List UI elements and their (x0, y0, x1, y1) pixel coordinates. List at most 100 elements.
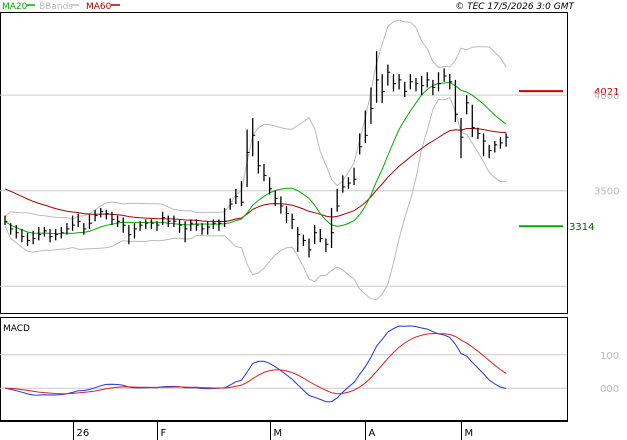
ohlc-bar (156, 221, 160, 231)
ohlc-bar (100, 207, 104, 218)
ma60-line-group (4, 128, 507, 222)
ohlc-bar (482, 133, 487, 157)
ohlc-bar (257, 141, 261, 174)
ohlc-bar (460, 118, 464, 159)
ohlc-bar (240, 181, 244, 206)
ohlc-bar (229, 198, 233, 210)
ohlc-bar (415, 77, 419, 92)
time-axis-label: F (161, 428, 167, 439)
ohlc-bar (190, 219, 194, 231)
ohlc-bar (398, 74, 402, 90)
ohlc-bar (499, 137, 503, 149)
ohlc-bar (139, 221, 143, 231)
ohlc-bar (392, 74, 396, 92)
ohlc-bar (285, 205, 289, 224)
ma20-line-group (4, 81, 507, 235)
ohlc-bar (55, 228, 59, 241)
ohlc-bar (235, 188, 239, 205)
ohlc-bar (122, 217, 126, 233)
ohlc-bar (291, 213, 295, 229)
time-axis-label: A (369, 428, 376, 439)
ohlc-bar (21, 228, 25, 243)
time-axis: 26 F M A M (73, 421, 473, 440)
ohlc-bar (184, 221, 188, 243)
ohlc-bar (347, 177, 351, 189)
ohlc-bar (4, 215, 8, 226)
bollinger-bands (4, 19, 507, 301)
ohlc-bar (280, 196, 284, 214)
macd-lines (4, 325, 507, 403)
ohlc-bars (4, 51, 509, 258)
ohlc-bar (133, 223, 137, 239)
macd-tick-label: 100 (600, 351, 619, 362)
ohlc-bar (195, 219, 199, 231)
ohlc-bar (325, 238, 329, 252)
ohlc-bar (364, 110, 368, 143)
ohlc-bar (381, 74, 385, 103)
ohlc-bar (505, 133, 509, 147)
ohlc-bar (60, 227, 64, 239)
copyright-text: © TEC 17/5/2026 3:0 GMT (455, 2, 575, 12)
ohlc-bar (268, 177, 273, 195)
ohlc-bar (150, 219, 154, 229)
ohlc-bar (111, 211, 115, 226)
ohlc-bar (66, 223, 70, 235)
ohlc-bar (128, 225, 132, 245)
price-tick-label: 4000 (594, 91, 619, 102)
ohlc-bar (9, 223, 14, 235)
ohlc-bar (145, 219, 149, 229)
ohlc-bar (173, 215, 177, 228)
macd-tick-labels: 100 000 (600, 351, 619, 395)
macd-line (4, 325, 507, 403)
ohlc-bar (432, 79, 436, 96)
legend-bbands-label: BBands (39, 2, 73, 12)
ohlc-bar (167, 215, 171, 228)
ohlc-bar (375, 51, 380, 103)
ohlc-bar (83, 223, 87, 235)
macd-panel-border (0, 317, 568, 421)
ohlc-bar (359, 133, 363, 155)
ohlc-bar (342, 175, 346, 193)
ohlc-bar (263, 163, 267, 182)
ohlc-bar (319, 228, 323, 243)
ohlc-bar (494, 141, 498, 153)
macd-panel-label: MACD (3, 324, 30, 334)
ohlc-bar (161, 211, 166, 226)
ohlc-bar (77, 213, 81, 228)
price-tick-label: 3500 (594, 187, 619, 198)
macd-tick-label: 000 (600, 384, 619, 395)
ohlc-bar (353, 167, 357, 185)
price-tick-labels: 3500 4000 (594, 91, 619, 198)
ohlc-bar (297, 227, 301, 252)
ohlc-bar (212, 219, 216, 229)
ohlc-bar (43, 227, 47, 237)
ohlc-bar (302, 234, 306, 247)
price-panel-border (0, 12, 568, 314)
macd-signal-line (4, 332, 507, 395)
ohlc-bar (466, 95, 470, 115)
ohlc-bar (201, 223, 205, 235)
ohlc-bar (207, 221, 211, 235)
bollinger-lower-band (4, 96, 507, 301)
ohlc-bar (426, 72, 430, 88)
ohlc-bar (471, 104, 475, 138)
ohlc-bar (443, 68, 447, 82)
ohlc-bar (454, 79, 458, 122)
ohlc-bar (370, 87, 374, 124)
ohlc-bar (246, 129, 250, 187)
support-label: 3314 (569, 222, 594, 233)
ohlc-bar (218, 219, 222, 231)
ohlc-bar (477, 127, 481, 140)
time-axis-label: M (274, 428, 283, 439)
ohlc-bar (387, 64, 391, 86)
ohlc-bar (437, 72, 442, 92)
bollinger-upper-band (4, 19, 507, 220)
ohlc-bar (49, 228, 53, 243)
ohlc-bar (71, 215, 76, 231)
legend-ma20-label: MA20 (2, 2, 28, 12)
ohlc-bar (409, 74, 413, 90)
time-axis-label: 26 (77, 428, 90, 439)
ohlc-bar (313, 225, 318, 245)
legend-ma60-label: MA60 (86, 2, 112, 12)
